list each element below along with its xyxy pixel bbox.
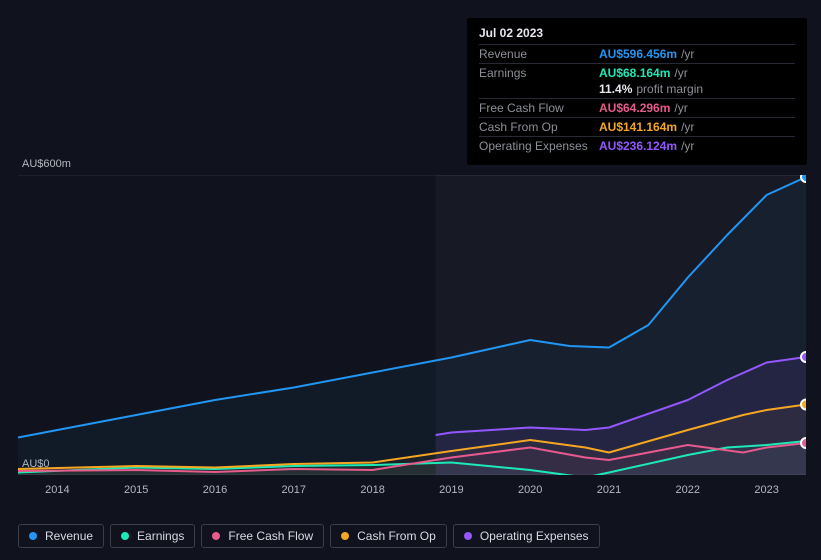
tooltip-unit: /yr	[681, 47, 694, 61]
end-marker-fcf	[801, 438, 806, 448]
tooltip-value: AU$141.164m	[599, 120, 677, 134]
tooltip-row-revenue: Revenue AU$596.456m /yr	[479, 44, 795, 63]
legend-label: Revenue	[45, 529, 93, 543]
financial-chart: Jul 02 2023 Revenue AU$596.456m /yr Earn…	[0, 0, 821, 560]
tooltip-label: Cash From Op	[479, 120, 599, 134]
tooltip-row-cfo: Cash From Op AU$141.164m /yr	[479, 117, 795, 136]
tooltip-unit: /yr	[681, 139, 694, 153]
tooltip-value: AU$596.456m	[599, 47, 677, 61]
legend-dot-icon	[29, 532, 37, 540]
x-tick: 2017	[282, 484, 306, 496]
tooltip-label: Earnings	[479, 66, 599, 80]
x-tick: 2023	[754, 484, 778, 496]
legend-label: Free Cash Flow	[228, 529, 313, 543]
tooltip-label: Operating Expenses	[479, 139, 599, 153]
x-tick: 2018	[360, 484, 384, 496]
tooltip-row-earnings: Earnings AU$68.164m /yr	[479, 63, 795, 82]
x-tick: 2022	[676, 484, 700, 496]
tooltip-unit: /yr	[674, 66, 687, 80]
legend-item-earnings[interactable]: Earnings	[110, 524, 195, 548]
legend-item-free-cash-flow[interactable]: Free Cash Flow	[201, 524, 324, 548]
tooltip-label: Free Cash Flow	[479, 101, 599, 115]
end-marker-opex	[801, 352, 806, 362]
x-tick: 2020	[518, 484, 542, 496]
tooltip-sub-profit-margin: 11.4% profit margin	[479, 82, 795, 98]
legend-label: Cash From Op	[357, 529, 436, 543]
x-tick: 2019	[439, 484, 463, 496]
tooltip-value: AU$236.124m	[599, 139, 677, 153]
y-axis-max-label: AU$600m	[22, 158, 71, 170]
legend-label: Earnings	[137, 529, 184, 543]
legend-item-cash-from-op[interactable]: Cash From Op	[330, 524, 447, 548]
legend-label: Operating Expenses	[480, 529, 589, 543]
legend-item-operating-expenses[interactable]: Operating Expenses	[453, 524, 600, 548]
tooltip-sub-label: profit margin	[636, 82, 703, 96]
legend-dot-icon	[341, 532, 349, 540]
tooltip-unit: /yr	[681, 120, 694, 134]
tooltip-value: AU$64.296m	[599, 101, 670, 115]
legend-item-revenue[interactable]: Revenue	[18, 524, 104, 548]
x-tick: 2021	[597, 484, 621, 496]
tooltip-label: Revenue	[479, 47, 599, 61]
tooltip-date: Jul 02 2023	[479, 26, 795, 44]
x-tick: 2016	[203, 484, 227, 496]
legend-dot-icon	[212, 532, 220, 540]
x-axis-ticks: 2014 2015 2016 2017 2018 2019 2020 2021 2022 2023	[18, 484, 806, 500]
x-tick: 2015	[124, 484, 148, 496]
legend-dot-icon	[121, 532, 129, 540]
end-marker-cfo	[801, 400, 806, 410]
legend-dot-icon	[464, 532, 472, 540]
tooltip-sub-value: 11.4%	[599, 82, 632, 96]
tooltip-row-fcf: Free Cash Flow AU$64.296m /yr	[479, 98, 795, 117]
hover-tooltip: Jul 02 2023 Revenue AU$596.456m /yr Earn…	[467, 18, 807, 165]
tooltip-unit: /yr	[674, 101, 687, 115]
legend: Revenue Earnings Free Cash Flow Cash From O…	[18, 524, 600, 548]
chart-plot-area[interactable]	[18, 175, 806, 475]
tooltip-value: AU$68.164m	[599, 66, 670, 80]
end-marker-revenue	[801, 175, 806, 182]
tooltip-row-opex: Operating Expenses AU$236.124m /yr	[479, 136, 795, 155]
x-tick: 2014	[45, 484, 69, 496]
